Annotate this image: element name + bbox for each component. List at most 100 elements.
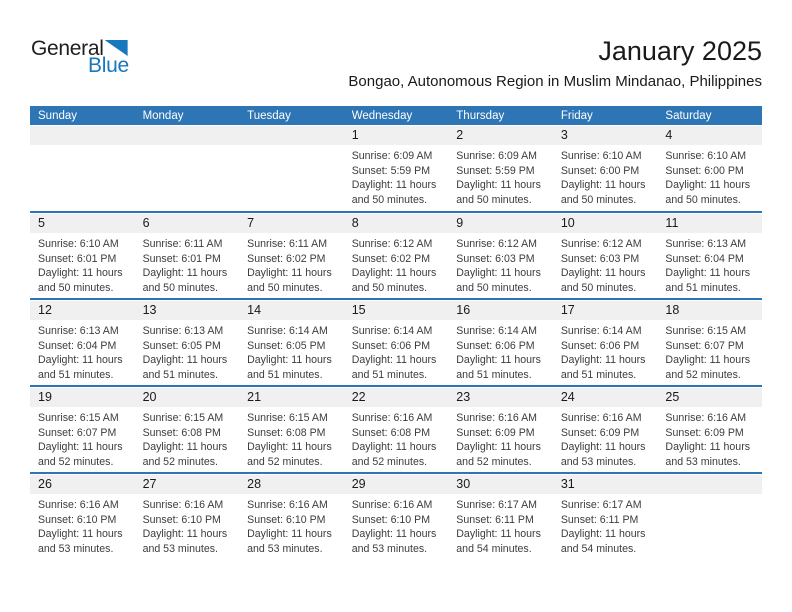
sunrise-text: Sunrise: 6:16 AM (351, 412, 433, 424)
sunrise-text: Sunrise: 6:14 AM (456, 325, 537, 337)
daylight-text-line2: and 50 minutes. (456, 193, 532, 206)
day-cell-26: 26 Sunrise: 6:16 AM Sunset: 6:10 PM Dayligh… (30, 474, 135, 559)
sunset-text: Sunset: 6:06 PM (456, 339, 535, 352)
day-number: 9 (456, 216, 464, 230)
daylight-text-line2: and 52 minutes. (456, 455, 532, 468)
day-number: 5 (38, 216, 45, 230)
daylight-text-line1: Daylight: 11 hours (142, 354, 228, 367)
day-details: Sunrise: 6:14 AM Sunset: 6:06 PM Daylight:… (561, 324, 653, 382)
daylight-text-line1: Daylight: 11 hours (351, 528, 437, 541)
sunrise-text: Sunrise: 6:16 AM (351, 499, 433, 511)
day-details: Sunrise: 6:15 AM Sunset: 6:07 PM Daylight:… (665, 324, 757, 382)
day-details: Sunrise: 6:11 AM Sunset: 6:01 PM Daylight:… (143, 237, 235, 295)
sunset-text: Sunset: 6:02 PM (247, 252, 326, 265)
weekday-header-tuesday: Tuesday (247, 109, 291, 122)
daylight-text-line1: Daylight: 11 hours (38, 441, 123, 454)
day-cell-6: 6 Sunrise: 6:11 AM Sunset: 6:01 PM Daylight… (135, 213, 240, 298)
daylight-text-line1: Daylight: 11 hours (665, 267, 751, 280)
day-cell-3: 3 Sunrise: 6:10 AM Sunset: 6:00 PM Daylight… (553, 125, 658, 211)
weekday-header-sunday: Sunday (38, 109, 78, 122)
daylight-text-line1: Daylight: 11 hours (351, 354, 437, 367)
day-details: Sunrise: 6:17 AM Sunset: 6:11 PM Daylight:… (561, 498, 653, 556)
day-details: Sunrise: 6:16 AM Sunset: 6:10 PM Daylight:… (247, 498, 339, 556)
empty-day-cell (657, 474, 762, 559)
day-number: 18 (665, 303, 680, 317)
daylight-text-line1: Daylight: 11 hours (665, 441, 751, 454)
day-details: Sunrise: 6:11 AM Sunset: 6:02 PM Daylight:… (247, 237, 339, 295)
daylight-text-line1: Daylight: 11 hours (456, 267, 541, 280)
day-cell-19: 19 Sunrise: 6:15 AM Sunset: 6:07 PM Dayligh… (30, 387, 135, 472)
day-number: 16 (456, 303, 471, 317)
day-number: 12 (38, 303, 52, 317)
week-row-1: 1 Sunrise: 6:09 AM Sunset: 5:59 PM Daylight… (30, 125, 762, 211)
sunset-text: Sunset: 6:02 PM (351, 252, 431, 265)
day-cell-17: 17 Sunrise: 6:14 AM Sunset: 6:06 PM Dayligh… (553, 300, 658, 385)
sunrise-text: Sunrise: 6:10 AM (38, 238, 119, 250)
day-cell-11: 11 Sunrise: 6:13 AM Sunset: 6:04 PM Dayligh… (657, 213, 762, 298)
day-number: 11 (665, 216, 679, 230)
week-row-5: 26 Sunrise: 6:16 AM Sunset: 6:10 PM Dayligh… (30, 472, 762, 559)
day-number: 30 (456, 477, 471, 491)
empty-day-cell (239, 125, 344, 211)
sunrise-text: Sunrise: 6:16 AM (560, 412, 642, 424)
day-details: Sunrise: 6:14 AM Sunset: 6:06 PM Daylight:… (456, 324, 548, 382)
daylight-text-line2: and 51 minutes. (142, 368, 218, 381)
sunrise-text: Sunrise: 6:13 AM (665, 238, 747, 250)
sunset-text: Sunset: 5:59 PM (456, 164, 535, 177)
day-cell-5: 5 Sunrise: 6:10 AM Sunset: 6:01 PM Daylight… (30, 213, 135, 298)
day-details: Sunrise: 6:14 AM Sunset: 6:06 PM Daylight:… (352, 324, 444, 382)
day-details: Sunrise: 6:14 AM Sunset: 6:05 PM Daylight:… (247, 324, 339, 382)
day-details: Sunrise: 6:12 AM Sunset: 6:03 PM Daylight:… (456, 237, 548, 295)
daylight-text-line2: and 51 minutes. (247, 368, 323, 381)
calendar-table: Sunday Monday Tuesday Wednesday Thursday Frid… (30, 106, 762, 559)
day-details: Sunrise: 6:16 AM Sunset: 6:10 PM Daylight:… (352, 498, 444, 556)
daylight-text-line1: Daylight: 11 hours (560, 354, 646, 367)
sunrise-text: Sunrise: 6:16 AM (38, 499, 119, 511)
empty-day-cell (30, 125, 135, 211)
day-cell-16: 16 Sunrise: 6:14 AM Sunset: 6:06 PM Dayligh… (448, 300, 553, 385)
daylight-text-line1: Daylight: 11 hours (560, 528, 646, 541)
day-details: Sunrise: 6:15 AM Sunset: 6:07 PM Daylight:… (38, 411, 130, 469)
daylight-text-line2: and 51 minutes. (560, 368, 637, 381)
day-number: 28 (247, 477, 262, 491)
day-cell-25: 25 Sunrise: 6:16 AM Sunset: 6:09 PM Dayligh… (657, 387, 762, 472)
sunset-text: Sunset: 6:04 PM (665, 252, 744, 265)
daylight-text-line1: Daylight: 11 hours (142, 267, 228, 280)
day-details: Sunrise: 6:10 AM Sunset: 6:00 PM Daylight:… (665, 149, 757, 207)
day-number: 21 (247, 390, 262, 404)
day-details: Sunrise: 6:15 AM Sunset: 6:08 PM Daylight:… (247, 411, 339, 469)
sunset-text: Sunset: 6:06 PM (560, 339, 640, 352)
sunrise-text: Sunrise: 6:17 AM (560, 499, 642, 511)
day-details: Sunrise: 6:10 AM Sunset: 6:00 PM Daylight:… (561, 149, 653, 207)
week-row-2: 5 Sunrise: 6:10 AM Sunset: 6:01 PM Daylight… (30, 211, 762, 298)
sunrise-text: Sunrise: 6:16 AM (665, 412, 747, 424)
day-number: 24 (560, 390, 575, 404)
sunrise-text: Sunrise: 6:12 AM (560, 238, 642, 250)
sunrise-text: Sunrise: 6:15 AM (38, 412, 119, 424)
day-cell-12: 12 Sunrise: 6:13 AM Sunset: 6:04 PM Dayligh… (30, 300, 135, 385)
sunset-text: Sunset: 6:00 PM (665, 164, 744, 177)
day-number: 15 (351, 303, 366, 317)
sunset-text: Sunset: 6:11 PM (456, 513, 534, 526)
daylight-text-line2: and 50 minutes. (456, 281, 532, 294)
day-details: Sunrise: 6:13 AM Sunset: 6:04 PM Daylight:… (38, 324, 130, 382)
sunset-text: Sunset: 6:08 PM (351, 426, 431, 439)
day-cell-22: 22 Sunrise: 6:16 AM Sunset: 6:08 PM Dayligh… (344, 387, 449, 472)
daylight-text-line2: and 50 minutes. (142, 281, 218, 294)
daylight-text-line1: Daylight: 11 hours (247, 354, 332, 367)
sunset-text: Sunset: 6:01 PM (38, 252, 117, 265)
day-details: Sunrise: 6:10 AM Sunset: 6:01 PM Daylight:… (38, 237, 130, 295)
day-details: Sunrise: 6:12 AM Sunset: 6:02 PM Daylight:… (352, 237, 444, 295)
day-number: 2 (456, 128, 464, 142)
day-number: 19 (38, 390, 52, 404)
week-row-3: 12 Sunrise: 6:13 AM Sunset: 6:04 PM Dayligh… (30, 298, 762, 385)
daylight-text-line1: Daylight: 11 hours (456, 441, 541, 454)
daylight-text-line1: Daylight: 11 hours (456, 528, 541, 541)
month-title: January 2025 (598, 36, 762, 66)
day-cell-27: 27 Sunrise: 6:16 AM Sunset: 6:10 PM Dayligh… (135, 474, 240, 559)
sunset-text: Sunset: 6:10 PM (247, 513, 326, 526)
day-cell-18: 18 Sunrise: 6:15 AM Sunset: 6:07 PM Dayligh… (657, 300, 762, 385)
day-number: 4 (665, 128, 673, 142)
daylight-text-line2: and 53 minutes. (560, 455, 637, 468)
day-number: 31 (560, 477, 575, 491)
